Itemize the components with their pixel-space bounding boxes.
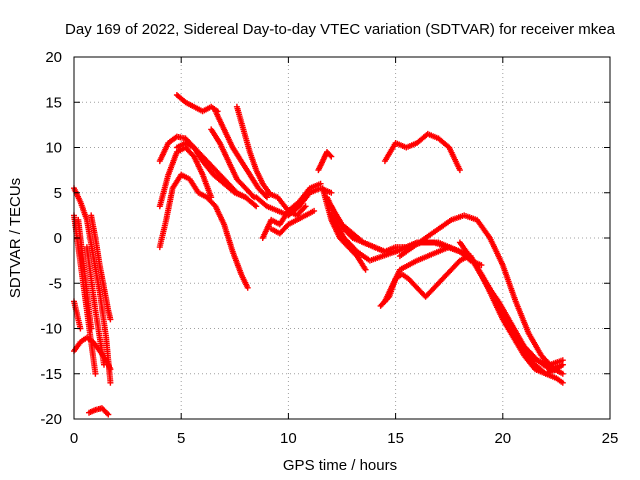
series-track-09 (156, 171, 251, 291)
series-markers (208, 126, 258, 201)
series-track-25 (328, 212, 463, 264)
series-markers (173, 140, 249, 201)
y-tick-label: -5 (49, 275, 62, 292)
series-track-19 (264, 180, 324, 214)
series-markers (173, 92, 221, 115)
series-markers (396, 212, 566, 377)
series-track-14 (208, 126, 258, 201)
x-tick-label: 0 (70, 430, 78, 447)
y-tick-label: 15 (45, 94, 62, 111)
series-track-20 (268, 207, 318, 237)
series-markers (233, 103, 273, 196)
x-tick-label: 25 (602, 430, 619, 447)
series-track-10 (156, 144, 215, 210)
y-tick-label: 5 (54, 185, 62, 202)
series-markers (156, 171, 251, 291)
y-axis-label: SDTVAR / TECUs (7, 178, 24, 298)
series-markers (328, 212, 463, 264)
series-markers (268, 207, 318, 237)
series-track-21 (315, 149, 335, 174)
series-track-03 (75, 216, 95, 332)
y-tick-label: -20 (40, 411, 62, 428)
series-markers (86, 405, 112, 418)
y-tick-label: 20 (45, 49, 62, 66)
y-tick-label: -15 (40, 366, 62, 383)
series-markers (75, 216, 95, 332)
series-track-04 (88, 212, 114, 323)
series-track-16 (233, 103, 273, 196)
series-track-13 (173, 92, 221, 115)
y-tick-label: 0 (54, 230, 62, 247)
series-markers (381, 130, 463, 174)
series-track-15 (212, 108, 270, 201)
x-tick-label: 10 (280, 430, 297, 447)
x-axis-label: GPS time / hours (283, 457, 397, 474)
series-markers (315, 149, 335, 174)
series-track-33 (482, 280, 566, 368)
x-tick-label: 20 (494, 430, 511, 447)
series-track-12 (173, 140, 249, 201)
series-markers (264, 180, 324, 214)
x-tick-label: 5 (177, 430, 185, 447)
series-markers (482, 280, 566, 368)
series-markers (156, 144, 215, 210)
series-markers (88, 212, 114, 323)
y-tick-label: 10 (45, 140, 62, 157)
series-track-28 (381, 130, 463, 174)
axis-ticks: 0 5 10 15 20 25 -20 -15 -10 -5 0 5 10 15 20 (40, 49, 618, 447)
y-tick-label: -10 (40, 321, 62, 338)
series-track-29 (396, 212, 566, 377)
series-track-08 (86, 405, 112, 418)
chart-title: Day 169 of 2022, Sidereal Day-to-day VTE… (65, 21, 616, 38)
series-markers (212, 108, 270, 201)
x-tick-label: 15 (387, 430, 404, 447)
